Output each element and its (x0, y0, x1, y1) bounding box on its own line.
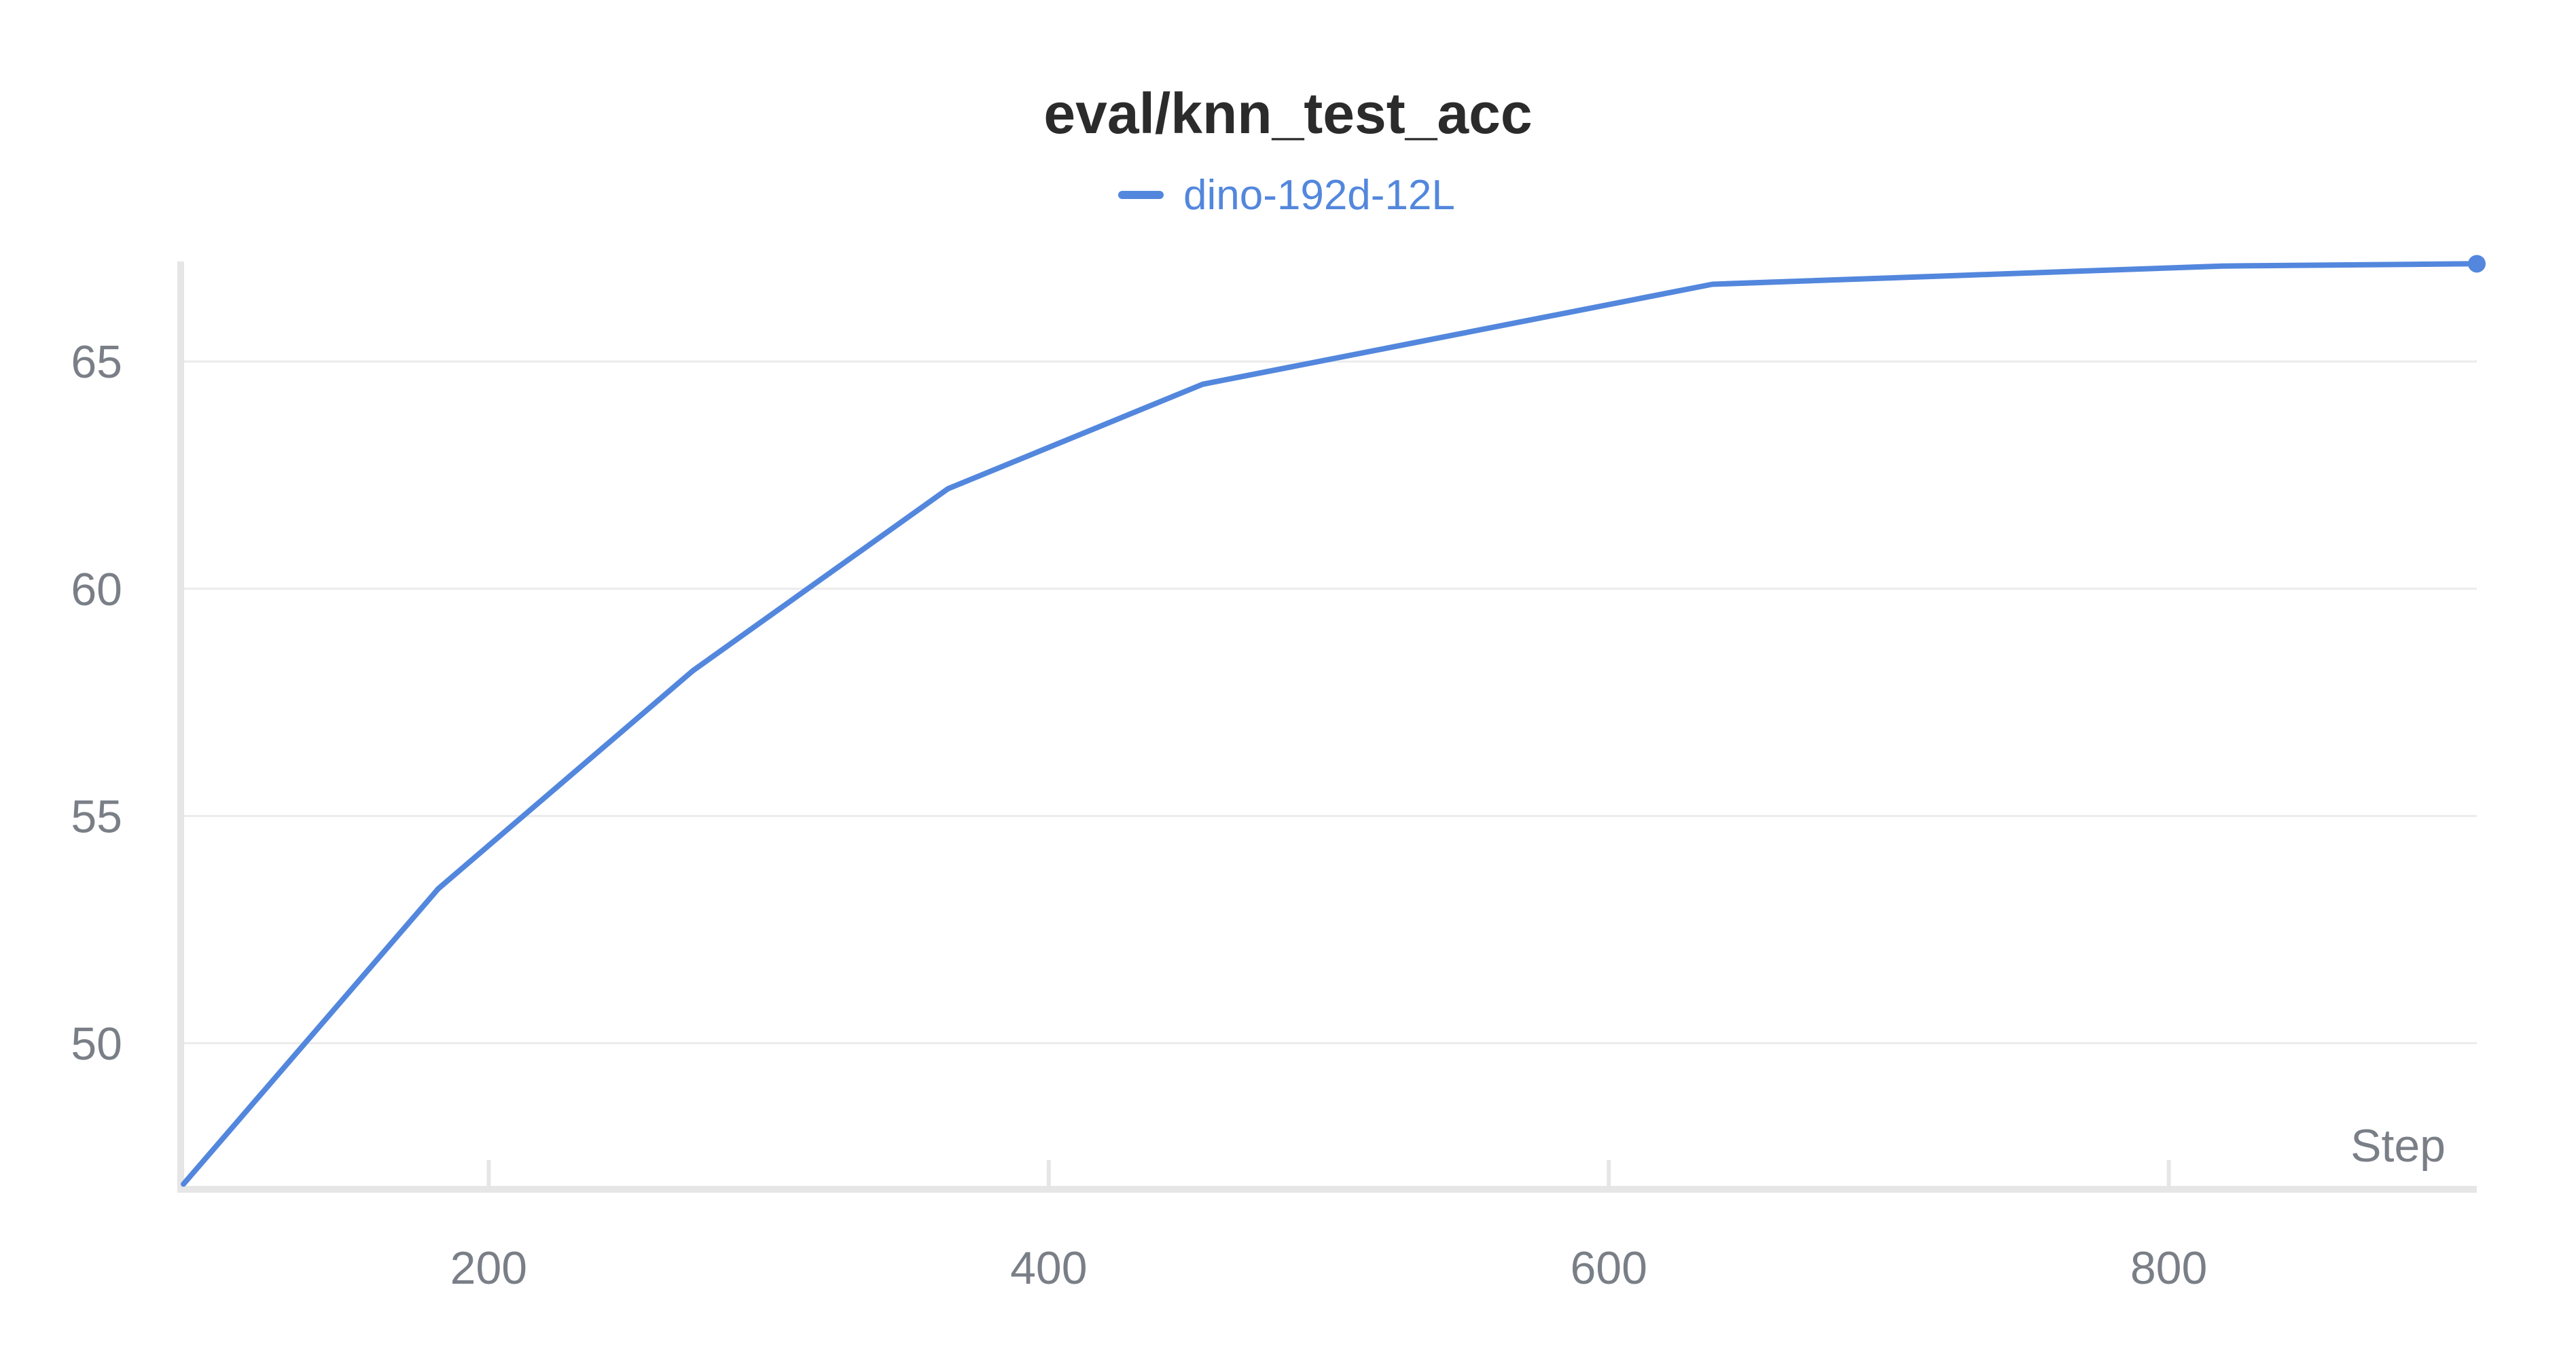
tick-labels: 50 55 60 65 200 400 600 800 (71, 336, 2207, 1294)
series-line (181, 261, 2480, 1187)
x-tick-label: 400 (1010, 1242, 1087, 1294)
x-tick-label: 600 (1570, 1242, 1647, 1294)
series-end-point (2468, 255, 2486, 273)
y-tick-label: 60 (71, 564, 122, 615)
chart-title: eval/knn_test_acc (1043, 82, 1532, 145)
x-tick-label: 200 (450, 1242, 527, 1294)
legend-label: dino-192d-12L (1183, 172, 1455, 219)
series-layer (181, 255, 2486, 1187)
legend[interactable]: dino-192d-12L (1118, 172, 1455, 219)
x-tick-label: 800 (2130, 1242, 2207, 1294)
x-axis-label: Step (2350, 1120, 2446, 1172)
axes (177, 261, 2477, 1193)
y-tick-label: 50 (71, 1018, 122, 1070)
y-tick-label: 55 (71, 791, 122, 842)
grid (181, 360, 2477, 1045)
y-tick-label: 65 (71, 336, 122, 388)
